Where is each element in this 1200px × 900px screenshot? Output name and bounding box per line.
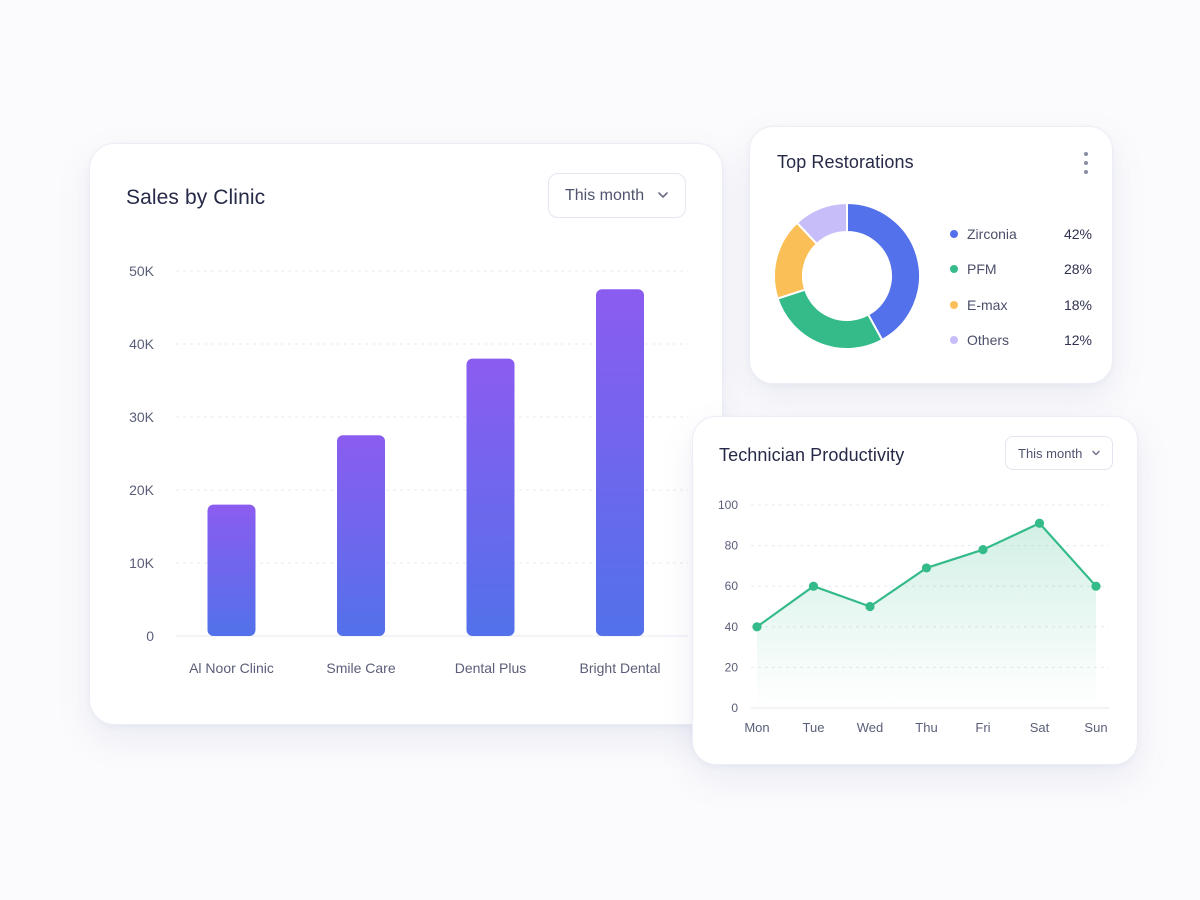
y-tick-label: 20	[725, 660, 739, 674]
sales-card-title: Sales by Clinic	[126, 186, 266, 209]
x-tick-label: Al Noor Clinic	[189, 660, 274, 676]
legend-label: E-max	[967, 296, 1008, 313]
legend-value: 18%	[1063, 296, 1092, 313]
more-vertical-icon[interactable]	[1080, 152, 1092, 174]
legend-label: Zirconia	[967, 225, 1017, 242]
legend-dot	[950, 229, 958, 238]
legend-value: 28%	[1063, 261, 1092, 278]
x-tick-label: Fri	[975, 720, 990, 735]
line-area-fill	[757, 523, 1096, 708]
y-tick-label: 100	[718, 498, 738, 512]
data-point	[865, 601, 875, 612]
y-tick-label: 40K	[129, 336, 155, 352]
sales-by-clinic-card: Sales by Clinic This month 0 10K 20K 30K 40K…	[89, 143, 723, 725]
legend-dot	[950, 265, 958, 274]
legend-dot	[950, 300, 958, 309]
x-tick-label: Sun	[1084, 720, 1107, 735]
y-tick-label: 80	[725, 539, 739, 553]
chevron-down-icon	[1092, 450, 1100, 456]
bar	[337, 435, 385, 636]
donut-slice	[795, 201, 848, 246]
legend-item: E-max 18%	[950, 287, 1092, 323]
productivity-card-title: Technician Productivity	[719, 445, 905, 465]
x-tick-label: Tue	[803, 720, 825, 735]
y-tick-label: 40	[725, 620, 739, 634]
data-point	[808, 581, 819, 591]
x-tick-label: Thu	[915, 720, 937, 735]
restorations-card-title: Top Restorations	[777, 152, 914, 172]
sales-period-dropdown[interactable]: This month	[548, 173, 686, 218]
productivity-line-chart: 0 20 40 60 80 100 Mon Tue Wed Thu Fri Sat Sun	[718, 498, 1109, 735]
data-point	[978, 545, 988, 555]
data-point	[1091, 581, 1101, 591]
bar	[466, 358, 515, 636]
chevron-down-icon	[658, 192, 668, 198]
sales-bar-chart: 0 10K 20K 30K 40K 50K Al Noor Clinic Smile Care…	[129, 263, 688, 676]
legend-label: PFM	[967, 261, 997, 278]
donut-slice	[846, 201, 921, 342]
productivity-period-label: This month	[1018, 445, 1083, 461]
y-tick-label: 50K	[129, 263, 155, 279]
y-tick-label: 0	[731, 701, 738, 715]
legend-label: Others	[967, 332, 1010, 349]
x-tick-label: Smile Care	[326, 660, 395, 676]
x-tick-label: Mon	[744, 720, 769, 735]
y-tick-label: 20K	[129, 482, 155, 498]
productivity-period-dropdown[interactable]: This month	[1005, 436, 1113, 470]
legend-item: PFM 28%	[950, 252, 1092, 288]
donut-slice	[776, 288, 884, 350]
legend-item: Others 12%	[950, 323, 1092, 359]
legend-item: Zirconia 42%	[950, 216, 1092, 252]
y-tick-label: 0	[146, 628, 154, 644]
y-tick-label: 10K	[129, 555, 155, 571]
legend-dot	[950, 336, 958, 345]
y-tick-label: 30K	[129, 409, 155, 425]
data-point	[921, 563, 932, 573]
sales-period-label: This month	[565, 186, 645, 204]
bar	[207, 504, 256, 636]
x-tick-label: Bright Dental	[580, 660, 661, 676]
y-tick-label: 60	[725, 579, 739, 593]
bar	[596, 289, 644, 636]
legend-value: 42%	[1063, 225, 1092, 242]
legend-value: 12%	[1063, 332, 1092, 349]
technician-productivity-card: Technician Productivity This month 0 20 40…	[692, 416, 1138, 765]
x-tick-label: Sat	[1030, 720, 1050, 735]
x-tick-label: Dental Plus	[455, 660, 527, 676]
top-restorations-card: Top Restorations Zirconia 42% PFM 28% E-max 1…	[749, 126, 1113, 384]
restorations-legend: Zirconia 42% PFM 28% E-max 18% Others 12%	[950, 216, 1092, 358]
data-point	[1034, 518, 1045, 528]
x-tick-label: Wed	[857, 720, 884, 735]
restorations-donut-chart	[773, 201, 921, 350]
data-point	[752, 622, 762, 632]
